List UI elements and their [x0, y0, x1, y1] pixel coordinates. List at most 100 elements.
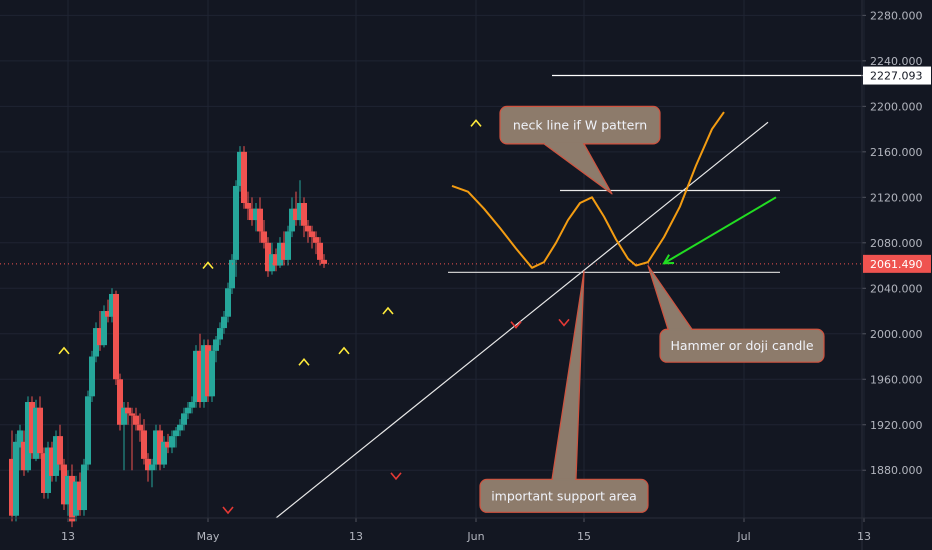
candle-body — [209, 350, 215, 397]
y-tick-label: 2240.000 — [870, 55, 923, 68]
candle-body — [265, 242, 271, 272]
drawings — [0, 74, 864, 519]
x-tick-label: Jul — [736, 530, 750, 543]
y-tick-label: 2200.000 — [870, 100, 923, 113]
candle-body — [285, 231, 291, 260]
candle-body — [137, 424, 143, 431]
price-badge-bg — [863, 254, 931, 273]
candle-body — [73, 481, 79, 516]
y-tick-label: 1880.000 — [870, 464, 923, 477]
candle-body — [245, 203, 251, 209]
candle-body — [125, 407, 131, 414]
callout-support-area: important support area — [479, 270, 649, 513]
candle-body — [205, 345, 211, 397]
price-axis[interactable]: 1880.000 1920.000 1960.000 2000.000 2040.000… — [861, 0, 931, 550]
sell-signal-marker — [390, 472, 402, 481]
candle-body — [45, 447, 51, 493]
candle-body — [297, 203, 303, 221]
current-price-badge: 2061.490 — [863, 254, 931, 273]
x-tick-label: May — [197, 530, 220, 543]
x-tick-label: 13 — [349, 530, 363, 543]
candle-body — [121, 407, 127, 425]
callout-box — [659, 328, 825, 363]
candle-body — [105, 311, 111, 317]
price-badge-bg — [863, 66, 931, 85]
candle-body — [273, 254, 279, 266]
y-tick-label: 2160.000 — [870, 146, 923, 159]
callout-neck-line: neck line if W pattern — [499, 105, 661, 195]
y-tick-label: 2280.000 — [870, 9, 923, 22]
candle-body — [293, 208, 299, 221]
candle-body — [149, 464, 155, 471]
green-arrow-shaft — [663, 196, 777, 265]
y-tick-label: 2080.000 — [870, 237, 923, 250]
candle-body — [53, 436, 59, 476]
candle-body — [225, 288, 231, 317]
buy-signal-marker — [298, 357, 310, 366]
candle-body — [169, 436, 175, 448]
candle-body — [261, 231, 267, 243]
candle-body — [65, 475, 71, 505]
candle-body — [213, 339, 219, 351]
candle-body — [21, 441, 27, 471]
callout-text: neck line if W pattern — [513, 118, 647, 133]
callout-pointer — [647, 264, 693, 330]
candle-body — [93, 328, 99, 357]
candle-body — [141, 430, 147, 459]
candle-body — [237, 151, 243, 186]
candle-body — [221, 316, 227, 329]
buy-signal-marker — [470, 119, 482, 127]
candle-body — [301, 203, 307, 226]
candle-body — [197, 350, 203, 403]
green-arrow-head — [662, 254, 675, 265]
candle-body — [145, 458, 151, 471]
price-badge-value: 2227.093 — [870, 70, 923, 83]
candle-body — [173, 430, 179, 437]
time-axis[interactable]: 13May13Jun15Jul13Aug — [0, 517, 932, 543]
callout-pointer — [551, 270, 585, 480]
candle-body — [157, 430, 163, 465]
candle-body — [269, 254, 275, 272]
candle-body — [305, 225, 311, 232]
candle-body — [177, 424, 183, 431]
candle-body — [97, 328, 103, 346]
candle-body — [41, 453, 47, 493]
y-tick-label: 2040.000 — [870, 282, 923, 295]
candle-body — [17, 430, 23, 448]
x-tick-label: 13 — [857, 530, 871, 543]
buy-signal-marker — [202, 261, 214, 270]
candle-body — [89, 356, 95, 397]
candle-body — [133, 415, 139, 425]
candle-body — [189, 402, 195, 408]
candle-body — [281, 242, 287, 260]
candle-body — [13, 441, 19, 516]
callouts: neck line if W pattern Hammer or doji can… — [479, 105, 825, 513]
candle-body — [313, 237, 319, 243]
candle-body — [309, 231, 315, 238]
callout-text: important support area — [491, 488, 637, 503]
candle-body — [257, 208, 263, 232]
sell-signal-marker — [510, 321, 522, 329]
x-tick-label: Jun — [466, 530, 484, 543]
candle-body — [229, 259, 235, 289]
candle-body — [193, 350, 199, 403]
candle-body — [57, 436, 63, 465]
x-tick-label: 15 — [577, 530, 591, 543]
candle-body — [153, 430, 159, 465]
x-tick-label: 13 — [61, 530, 75, 543]
candle-body — [165, 441, 171, 448]
w-pattern-curve — [451, 111, 725, 269]
callout-text: Hammer or doji candle — [670, 338, 813, 353]
y-tick-label: 1960.000 — [870, 373, 923, 386]
candle-body — [241, 151, 247, 204]
candle-body — [321, 259, 327, 264]
candle-body — [317, 242, 323, 260]
candle-body — [37, 407, 43, 454]
candle-body — [253, 208, 259, 221]
target-price-badge: 2227.093 — [863, 66, 931, 85]
price-badge-value: 2061.490 — [870, 258, 923, 271]
candle-body — [85, 396, 91, 465]
candle-body — [185, 407, 191, 414]
candle-body — [9, 458, 15, 516]
